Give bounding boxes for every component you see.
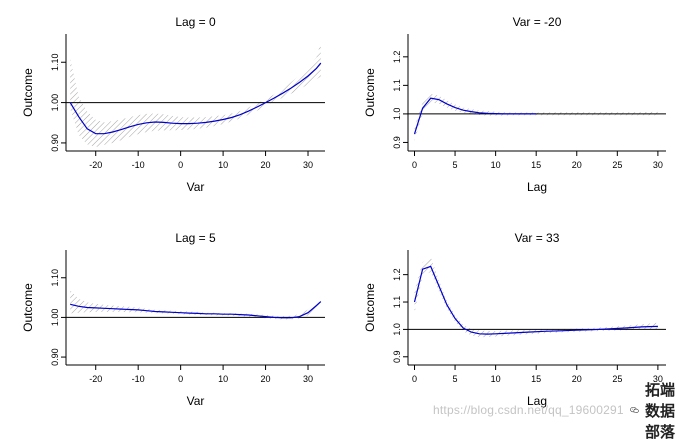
- chart-panel-1: Lag = 0 0.90 1.00 1.10 -20 -10 0 10 20 30 Var Outco…: [21, 15, 325, 194]
- watermark-brand: 拓端数据部落: [645, 381, 676, 441]
- y-tick-label: 1.0: [392, 323, 402, 336]
- y-tick-label: 0.9: [392, 351, 402, 364]
- x-tick-label: 15: [531, 374, 541, 384]
- x-tick-label: 0: [412, 374, 417, 384]
- x-tick-label: -10: [132, 160, 145, 170]
- y-tick-label: 1.00: [50, 94, 60, 112]
- series-line: [413, 265, 658, 335]
- chart-title: Lag = 5: [175, 231, 216, 245]
- x-axis-title: Var: [187, 180, 205, 194]
- chart-title: Lag = 0: [175, 15, 216, 29]
- x-tick-label: 5: [453, 160, 458, 170]
- x-tick-label: 10: [491, 160, 501, 170]
- y-tick-label: 1.10: [50, 53, 60, 71]
- y-tick-label: 1.10: [50, 269, 60, 287]
- x-tick-label: 10: [491, 374, 501, 384]
- x-tick-label: 30: [303, 160, 313, 170]
- confidence-band: [70, 290, 321, 320]
- figure-canvas: Lag = 00.901.001.10-20 -10 0 10 20 30VarOutco…: [21, 15, 666, 408]
- x-tick-label: 30: [303, 374, 313, 384]
- x-tick-label: 0: [412, 160, 417, 170]
- x-tick-label: 0: [178, 374, 183, 384]
- wechat-logo-icon: [629, 406, 639, 413]
- y-axis-title: Outcome: [21, 68, 35, 117]
- series-line: [69, 62, 322, 135]
- y-tick-label: 1.1: [392, 296, 402, 309]
- y-tick-label: 1.2: [392, 268, 402, 281]
- x-tick-label: -20: [89, 374, 102, 384]
- x-axis-title: Lag: [527, 180, 547, 194]
- x-tick-label: 10: [218, 374, 228, 384]
- chart-panel-4: Var = 33 0.9 1.0 1.1 1.2 0 5 10 15 20 25 30 Lag Outco…: [363, 231, 666, 408]
- y-tick-label: 1.00: [50, 309, 60, 327]
- confidence-band: [70, 42, 321, 147]
- x-tick-label: 30: [653, 374, 663, 384]
- x-tick-label: 20: [572, 160, 582, 170]
- x-tick-label: 25: [612, 160, 622, 170]
- y-tick-label: 0.90: [50, 348, 60, 366]
- confidence-band: [414, 256, 658, 338]
- x-tick-label: 30: [653, 160, 663, 170]
- watermark: https://blog.csdn.net/qq_19600291 拓端数据部落: [433, 382, 683, 441]
- y-axis-title: Outcome: [363, 68, 377, 117]
- x-tick-label: 20: [261, 374, 271, 384]
- y-tick-label: 1.2: [392, 51, 402, 64]
- series-line: [70, 301, 322, 319]
- x-tick-label: 15: [531, 160, 541, 170]
- x-tick-label: -10: [132, 374, 145, 384]
- y-axis-title: Outcome: [21, 283, 35, 332]
- y-tick-label: 1.0: [392, 108, 402, 121]
- x-axis-title: Var: [187, 394, 205, 408]
- chart-title: Var = -20: [513, 15, 562, 29]
- x-tick-label: 20: [261, 160, 271, 170]
- chart-title: Var = 33: [515, 231, 560, 245]
- y-tick-label: 0.90: [50, 134, 60, 152]
- y-axis-title: Outcome: [363, 283, 377, 332]
- x-tick-label: 10: [218, 160, 228, 170]
- y-tick-label: 0.9: [392, 136, 402, 149]
- y-tick-label: 1.1: [392, 79, 402, 92]
- x-tick-label: 20: [572, 374, 582, 384]
- chart-panel-3: Lag = 5 0.90 1.00 1.10 -20 -10 0 10 20 30 Var Outco…: [21, 231, 325, 408]
- x-tick-label: 0: [178, 160, 183, 170]
- x-tick-label: 5: [453, 374, 458, 384]
- chart-panel-2: Var = -20 0.9 1.0 1.1 1.2 0 5 10 15 20 25 30 Lag Outc…: [363, 15, 666, 194]
- confidence-band: [414, 93, 537, 141]
- watermark-url: https://blog.csdn.net/qq_19600291: [433, 403, 624, 417]
- x-tick-label: 25: [612, 374, 622, 384]
- series-line: [413, 97, 537, 135]
- x-axis-title: Lag: [527, 394, 547, 408]
- x-tick-label: -20: [89, 160, 102, 170]
